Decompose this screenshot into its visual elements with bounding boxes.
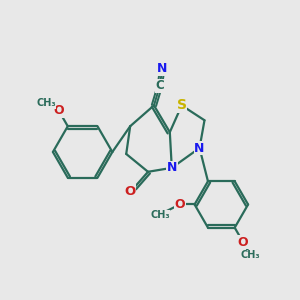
Text: CH₃: CH₃ <box>36 98 56 108</box>
Text: O: O <box>124 185 136 198</box>
Text: N: N <box>167 161 177 174</box>
Text: C: C <box>155 79 164 92</box>
Text: O: O <box>53 104 64 117</box>
Text: CH₃: CH₃ <box>241 250 260 260</box>
Text: O: O <box>238 236 248 249</box>
Text: CH₃: CH₃ <box>150 210 170 220</box>
Text: S: S <box>177 98 187 112</box>
Text: O: O <box>174 198 185 211</box>
Text: N: N <box>157 62 167 75</box>
Text: N: N <box>194 142 205 154</box>
